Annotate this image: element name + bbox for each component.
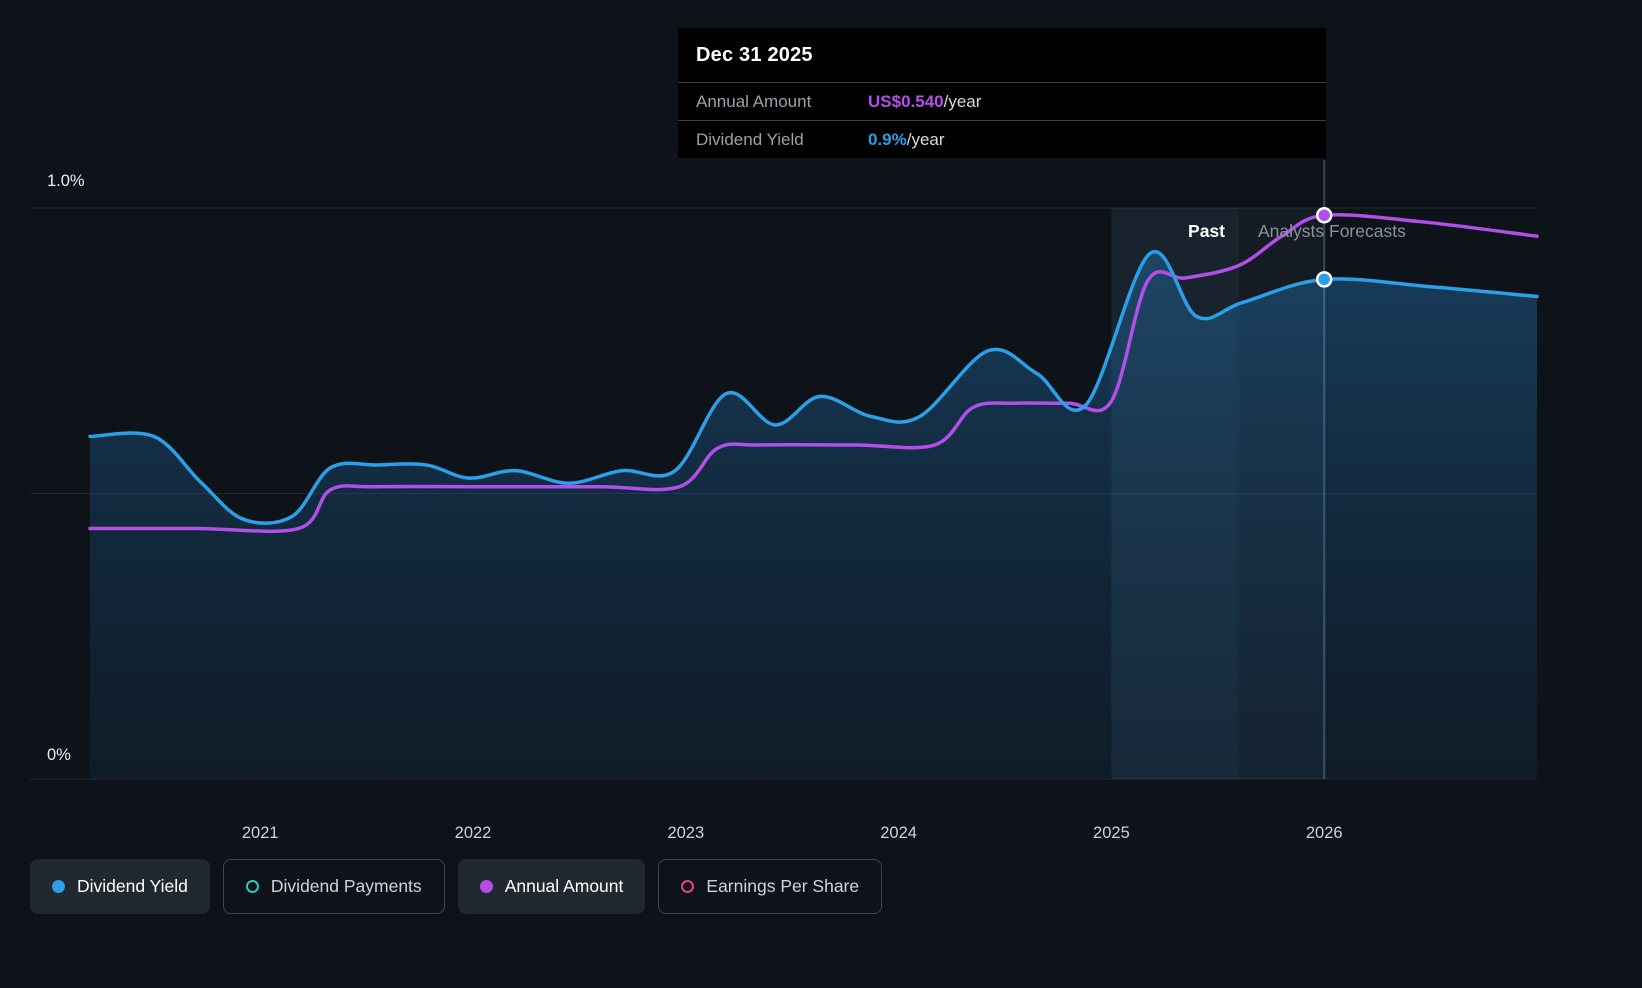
outline-dot-icon — [245, 880, 259, 893]
marker-annual-amount[interactable] — [1315, 207, 1333, 224]
yield-line — [88, 249, 1539, 525]
filled-dot-icon — [479, 880, 493, 893]
legend-item-dividend-payments[interactable]: Dividend Payments — [222, 859, 445, 914]
tooltip-row-annual-amount: Annual Amount US$0.540 /year — [678, 82, 1326, 120]
tooltip-row-dividend-yield: Dividend Yield 0.9% /year — [678, 120, 1326, 158]
chart-legend: Dividend Yield Dividend Payments Annual Am… — [30, 859, 883, 914]
legend-label: Annual Amount — [504, 876, 624, 896]
legend-label: Dividend Yield — [77, 876, 188, 896]
x-axis-label: 2021 — [241, 824, 279, 842]
legend-label: Dividend Payments — [270, 876, 422, 896]
tooltip-suffix: /year — [943, 91, 982, 111]
tooltip-label: Annual Amount — [696, 91, 812, 111]
x-axis-label: 2025 — [1093, 824, 1130, 842]
chart-tooltip: Dec 31 2025 Annual Amount US$0.540 /year… — [678, 28, 1326, 158]
tooltip-value: US$0.540 — [868, 91, 944, 111]
x-axis-label: 2026 — [1305, 824, 1343, 842]
legend-label: Earnings Per Share — [706, 876, 860, 896]
marker-dividend-yield[interactable] — [1315, 271, 1333, 288]
x-axis-label: 2024 — [880, 824, 917, 842]
filled-dot-icon — [52, 880, 65, 893]
tooltip-value: 0.9% — [868, 129, 907, 149]
tooltip-date: Dec 31 2025 — [696, 43, 813, 66]
tooltip-suffix: /year — [906, 129, 945, 149]
legend-item-earnings-per-share[interactable]: Earnings Per Share — [658, 859, 883, 914]
x-axis-label: 2022 — [454, 824, 492, 842]
y-axis-label-bottom: 0% — [47, 746, 71, 764]
past-annotation: Past — [1188, 221, 1225, 241]
legend-item-annual-amount[interactable]: Annual Amount — [457, 859, 646, 914]
yield-area — [90, 251, 1537, 779]
legend-item-dividend-yield[interactable]: Dividend Yield — [30, 859, 210, 914]
annual-amount-line — [88, 212, 1539, 534]
y-axis-label-top: 1.0% — [47, 172, 85, 190]
outline-dot-icon — [681, 880, 695, 893]
analysts-forecasts-annotation: Analysts Forecasts — [1258, 221, 1406, 241]
x-axis-label: 2023 — [667, 824, 705, 842]
tooltip-label: Dividend Yield — [696, 129, 804, 149]
